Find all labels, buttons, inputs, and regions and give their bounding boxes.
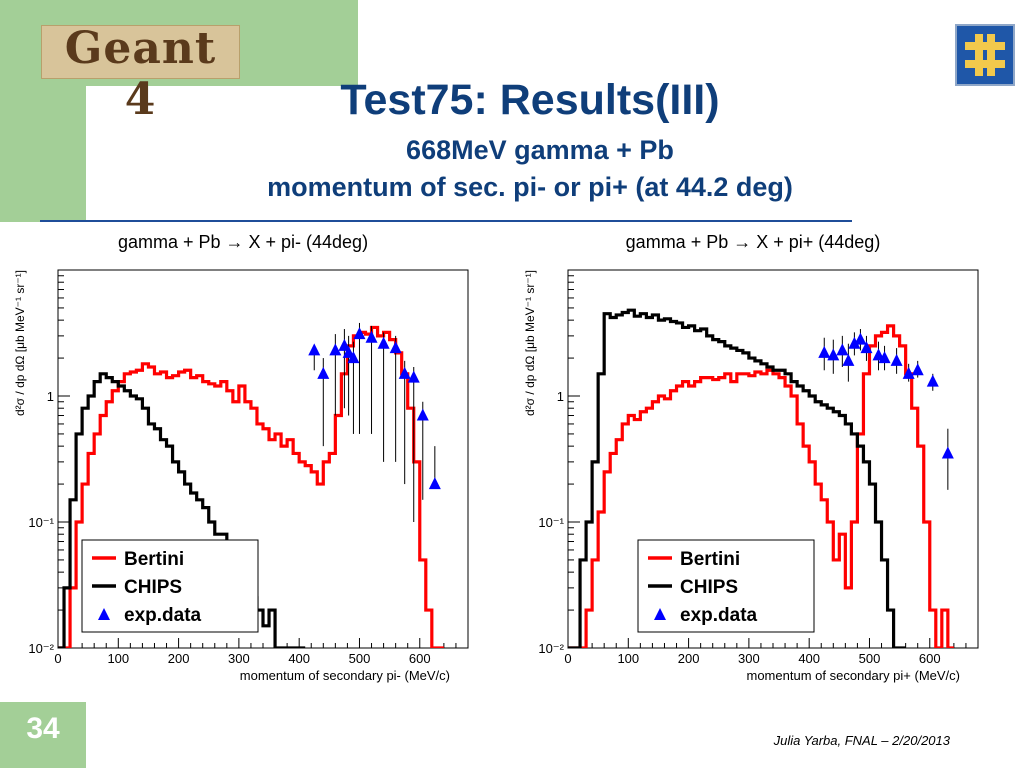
x-tick-label: 600 [409,651,431,666]
chart-title: gamma + Pb → X + pi- (44deg) [118,232,368,252]
data-point [353,327,366,340]
legend-label: Bertini [680,549,740,570]
data-point [365,330,378,343]
data-point [389,341,402,354]
series-line-bertini [58,325,444,648]
series-line-bertini [568,324,954,648]
x-tick-label: 600 [919,651,941,666]
y-axis-label: d²σ / dp dΩ [μb MeV⁻¹ sr⁻¹] [13,270,27,416]
legend-label: exp.data [680,605,758,626]
legend-marker [654,608,666,620]
series-line-chips [568,308,906,648]
y-tick-label: 1 [557,389,564,404]
plot-area [58,322,444,648]
data-point [902,366,915,379]
data-point [911,363,924,376]
data-point [416,408,429,421]
data-point [842,353,855,366]
data-point [317,366,330,379]
data-point [890,353,903,366]
legend-label: exp.data [124,605,202,626]
x-tick-label: 300 [738,651,760,666]
x-tick-label: 200 [678,651,700,666]
data-point [338,338,351,351]
plot-area [568,308,954,648]
x-axis-label: momentum of secondary pi- (MeV/c) [240,668,450,683]
legend-marker [98,608,110,620]
page-number: 34 [26,712,60,745]
legend-label: CHIPS [124,577,182,598]
data-point [836,343,849,356]
y-axis-label: d²σ / dp dΩ [μb MeV⁻¹ sr⁻¹] [523,270,537,416]
y-tick-label: 10⁻² [28,641,54,656]
x-tick-label: 100 [617,651,639,666]
slide-subtitle-2: momentum of sec. pi- or pi+ (at 44.2 deg… [267,172,793,202]
x-tick-label: 0 [564,651,571,666]
data-point [329,343,342,356]
y-tick-label: 10⁻² [538,641,564,656]
fermilab-icon [955,24,1015,86]
data-point [848,336,861,349]
chart-title: gamma + Pb → X + pi+ (44deg) [626,232,881,252]
legend-label: CHIPS [680,577,738,598]
slide-subtitle-1: 668MeV gamma + Pb [406,135,674,165]
data-point [428,477,441,490]
footer-credit: Julia Yarba, FNAL – 2/20/2013 [773,733,950,748]
data-point [407,370,420,383]
legend-label: Bertini [124,549,184,570]
x-tick-label: 500 [349,651,371,666]
data-point [827,348,840,361]
data-point [926,374,939,387]
x-tick-label: 100 [107,651,129,666]
data-point [347,351,360,364]
y-tick-label: 10⁻¹ [28,515,54,530]
x-axis-label: momentum of secondary pi+ (MeV/c) [747,668,961,683]
geant4-logo: Geant 4 [41,23,240,125]
logo-text: Geant 4 [64,23,217,125]
page-number-box: 34 [0,702,86,768]
x-tick-label: 400 [798,651,820,666]
x-tick-label: 0 [54,651,61,666]
data-point [377,336,390,349]
title-rule [40,220,852,222]
x-tick-label: 300 [228,651,250,666]
plot-pi-minus: gamma + Pb → X + pi- (44deg) 0 100 200 300 40… [13,232,469,683]
x-tick-label: 200 [168,651,190,666]
y-tick-label: 1 [47,389,54,404]
x-tick-label: 400 [288,651,310,666]
y-tick-label: 10⁻¹ [538,515,564,530]
plot-pi-plus: gamma + Pb → X + pi+ (44deg) 0 100 200 300 40… [523,232,979,683]
data-point [308,343,321,356]
data-point [860,341,873,354]
data-point [941,446,954,459]
data-point [878,351,891,364]
data-point [398,366,411,379]
slide-title: Test75: Results(III) [340,76,720,124]
data-point [818,345,831,358]
fermilab-icon-shape [965,34,1005,76]
data-point [854,332,867,345]
x-tick-label: 500 [859,651,881,666]
